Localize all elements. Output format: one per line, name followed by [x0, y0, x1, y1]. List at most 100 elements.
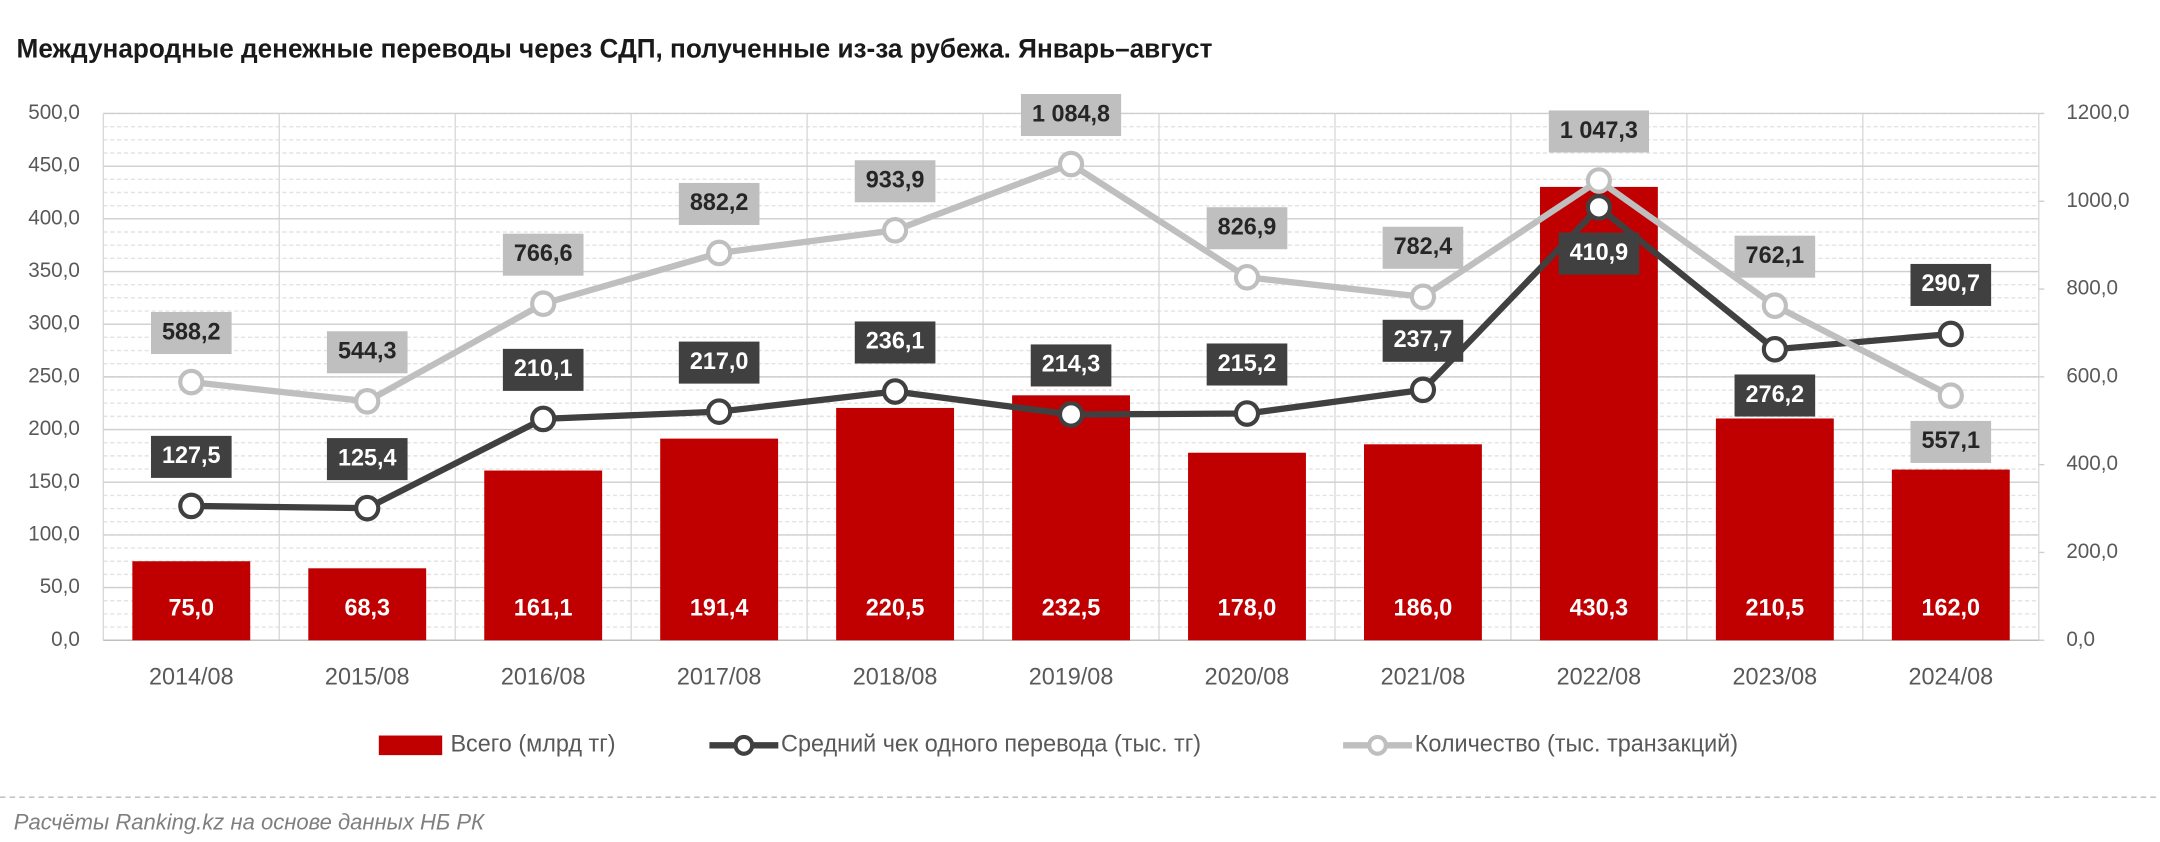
y-tick-label: 150,0	[28, 470, 80, 493]
label-box	[1910, 263, 1992, 306]
y-tick-label: 100,0	[28, 522, 80, 545]
legend-label: Всего (млрд тг)	[450, 731, 615, 757]
data-label: 1 047,3	[1560, 118, 1638, 144]
data-label: 410,9	[1570, 240, 1629, 266]
x-tick-label: 2021/08	[1381, 664, 1466, 690]
source-note: Расчёты Ranking.kz на основе данных НБ Р…	[14, 810, 486, 835]
marker	[1761, 335, 1788, 363]
label-box	[1558, 232, 1640, 275]
data-label: 127,5	[162, 443, 221, 469]
x-tick-label: 2017/08	[677, 664, 762, 690]
bar-label: 68,3	[344, 596, 390, 622]
x-tick-label: 2022/08	[1557, 664, 1642, 690]
marker	[1057, 150, 1085, 178]
bar-label: 162,0	[1922, 596, 1981, 622]
bar	[1012, 395, 1130, 641]
y-tick-label: 400,0	[28, 206, 80, 229]
marker	[1057, 401, 1085, 428]
bar-label: 186,0	[1394, 596, 1453, 622]
bar-label: 232,5	[1042, 596, 1101, 622]
label-box	[326, 331, 408, 374]
data-label: 290,7	[1922, 271, 1981, 297]
y2-tick-label: 800,0	[2066, 276, 2118, 299]
marker	[1937, 382, 1964, 410]
y2-tick-label: 0,0	[2066, 628, 2095, 651]
bar	[484, 470, 603, 641]
marker	[530, 405, 557, 433]
y-tick-label: 300,0	[28, 312, 80, 335]
x-tick-label: 2018/08	[853, 664, 938, 690]
legend-marker	[1367, 734, 1388, 756]
bar	[660, 438, 779, 641]
bar	[836, 407, 955, 641]
marker	[706, 398, 733, 425]
data-label: 826,9	[1218, 214, 1277, 240]
label-box	[326, 438, 408, 481]
label-box	[678, 182, 760, 225]
y2-tick-label: 1200,0	[2066, 101, 2129, 124]
y-tick-label: 350,0	[28, 259, 80, 282]
y-tick-label: 500,0	[28, 101, 80, 124]
bar	[308, 568, 427, 641]
y2-tick-label: 400,0	[2066, 452, 2118, 475]
y2-tick-label: 1000,0	[2066, 189, 2129, 212]
bar-label: 220,5	[866, 596, 925, 622]
label-box	[854, 160, 936, 203]
data-label: 766,6	[514, 241, 573, 267]
x-tick-label: 2019/08	[1029, 664, 1114, 690]
marker	[530, 290, 557, 318]
marker	[882, 216, 909, 244]
label-box	[1206, 207, 1288, 250]
bar	[1715, 418, 1834, 641]
label-box	[150, 311, 232, 355]
label-box	[1382, 319, 1464, 362]
label-box	[1030, 344, 1112, 387]
legend-label: Количество (тыс. транзакций)	[1415, 731, 1738, 757]
marker	[354, 494, 381, 522]
data-label: 933,9	[866, 167, 925, 193]
y-tick-label: 50,0	[40, 575, 80, 598]
data-label: 215,2	[1218, 351, 1277, 377]
data-label: 125,4	[338, 445, 397, 471]
label-box	[1548, 110, 1649, 153]
marker	[178, 368, 205, 396]
data-label: 1 084,8	[1032, 101, 1110, 127]
x-tick-label: 2016/08	[501, 664, 586, 690]
label-box	[502, 348, 584, 391]
marker	[354, 388, 381, 415]
label-box	[1206, 343, 1288, 386]
legend-label: Средний чек одного перевода (тыс. тг)	[781, 731, 1201, 757]
bar-label: 430,3	[1570, 596, 1629, 622]
marker	[1761, 292, 1788, 320]
data-label: 217,0	[690, 349, 749, 375]
y-tick-label: 250,0	[28, 364, 80, 387]
marker	[706, 239, 733, 267]
label-box	[678, 341, 760, 384]
label-box	[1910, 420, 1992, 463]
marker	[1409, 376, 1437, 404]
bar-label: 210,5	[1746, 596, 1805, 622]
data-label: 214,3	[1042, 352, 1101, 378]
x-tick-label: 2015/08	[325, 664, 410, 690]
data-label: 276,2	[1746, 382, 1805, 408]
bar	[1364, 444, 1482, 641]
bar-label: 75,0	[169, 596, 215, 622]
bar-label: 191,4	[690, 596, 749, 622]
data-label: 544,3	[338, 338, 397, 364]
y-tick-label: 200,0	[28, 417, 80, 440]
label-box	[854, 321, 936, 364]
data-label: 210,1	[514, 356, 573, 382]
marker	[1937, 320, 1964, 348]
marker	[1585, 167, 1612, 194]
bar	[1188, 452, 1306, 641]
label-box	[1734, 235, 1816, 278]
data-label: 588,2	[162, 319, 221, 345]
data-label: 237,7	[1394, 327, 1453, 353]
x-tick-label: 2024/08	[1908, 664, 1993, 690]
legend-marker	[733, 734, 755, 756]
x-tick-label: 2023/08	[1733, 664, 1818, 690]
data-label: 762,1	[1746, 243, 1805, 269]
marker	[882, 378, 909, 405]
